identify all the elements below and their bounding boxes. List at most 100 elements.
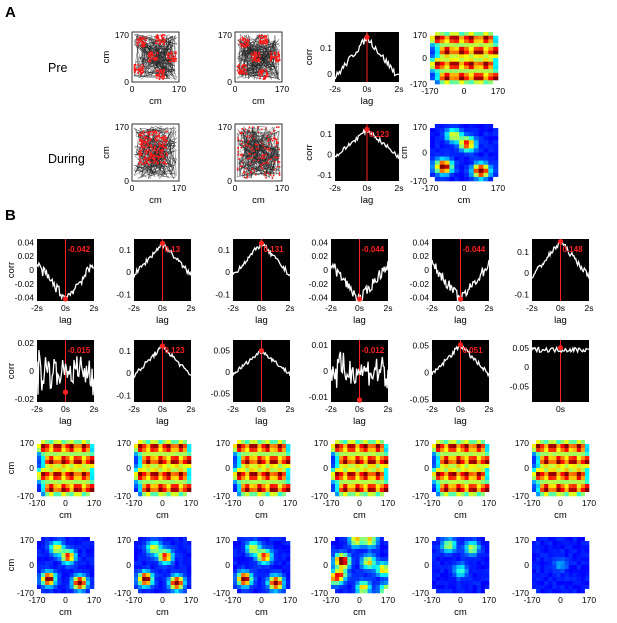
spike-point (160, 151, 163, 154)
heatmap-cell (454, 144, 460, 149)
heatmap-cell (476, 448, 482, 453)
heatmap-cell (150, 456, 155, 461)
heatmap-cell (146, 444, 151, 449)
heatmap-cell (383, 557, 389, 562)
heatmap-cell (584, 589, 590, 594)
heatmap-cell (359, 577, 364, 582)
heatmap-cell (436, 456, 441, 461)
heatmap-cell (69, 577, 74, 582)
heatmap-cell (182, 472, 188, 477)
heatmap-cell (472, 452, 478, 457)
heatmap-cell (339, 444, 344, 449)
heatmap-cell (45, 464, 50, 469)
heatmap-cell (448, 464, 453, 469)
heatmap-cell (265, 468, 270, 473)
heatmap-cell (343, 553, 348, 558)
heatmap-cell (89, 476, 95, 481)
heatmap-cell (150, 488, 155, 493)
heatmap-cell (440, 476, 445, 481)
heatmap-cell (253, 565, 258, 570)
heatmap-cell (536, 569, 541, 574)
heatmap-cell (432, 480, 437, 485)
heatmap-cell (452, 476, 457, 481)
heatmap-cell (560, 537, 565, 542)
heatmap-cell (452, 585, 457, 590)
heatmap-cell (430, 156, 436, 161)
heatmap-cell (568, 569, 574, 574)
heatmap-cell (253, 553, 258, 558)
spike-point (142, 65, 145, 68)
heatmap-cell (363, 440, 368, 445)
heatmap-cell (439, 58, 445, 63)
spike-point (258, 34, 261, 37)
spike-point (136, 44, 139, 47)
heatmap-cell (473, 54, 479, 59)
heatmap-cell (257, 573, 262, 578)
heatmap-cell (460, 561, 465, 566)
heatmap-cell (142, 549, 147, 554)
heatmap-cell (459, 69, 465, 74)
y-axis-label: cm (101, 146, 112, 159)
heatmap-cell (261, 561, 266, 566)
spike-point (251, 60, 254, 63)
heatmap-cell (150, 541, 155, 546)
heatmap-cell (174, 472, 180, 477)
heatmap-cell (430, 124, 436, 129)
heatmap-cell (174, 573, 180, 578)
spike-point (261, 36, 264, 39)
heatmap-cell (371, 545, 377, 550)
heatmap-cell (245, 488, 250, 493)
y-tick-label: -0.1 (116, 390, 131, 400)
heatmap-cell (351, 452, 356, 457)
heatmap-cell (472, 480, 478, 485)
spike-point (246, 38, 249, 41)
heatmap-cell (548, 553, 553, 558)
heatmap-cell (134, 549, 139, 554)
spike-point (262, 78, 265, 80)
heatmap-cell (430, 164, 436, 170)
spike-point (148, 137, 151, 140)
heatmap-cell (277, 561, 283, 566)
heatmap-cell (186, 557, 192, 562)
heatmap-cell (178, 452, 184, 457)
heatmap-cell (536, 581, 541, 586)
heatmap-cell (281, 476, 287, 481)
heatmap-cell (448, 444, 453, 449)
heatmap-cell (473, 156, 479, 161)
heatmap-cell (478, 140, 484, 145)
heatmap-cell (245, 561, 250, 566)
heatmap-cell (269, 440, 275, 445)
heatmap-cell (245, 472, 250, 477)
heatmap-cell (580, 581, 586, 586)
heatmap-cell (241, 480, 246, 485)
heatmap-cell (556, 452, 561, 457)
heatmap-cell (249, 492, 254, 497)
heatmap-cell (576, 549, 582, 554)
heatmap-cell (478, 168, 484, 174)
heatmap-cell (472, 561, 478, 566)
heatmap-cell (269, 448, 275, 453)
heatmap-cell (444, 54, 450, 59)
heatmap-cell (456, 456, 461, 461)
heatmap-cell (351, 488, 356, 493)
heatmap-cell (355, 557, 360, 562)
spike-point (143, 157, 146, 160)
heatmap-cell (484, 549, 490, 554)
heatmap-cell (444, 541, 449, 546)
heatmap-cell (556, 553, 561, 558)
heatmap-cell (468, 448, 474, 453)
heatmap-cell (146, 440, 151, 445)
heatmap-cell (261, 456, 266, 461)
heatmap-cell (572, 444, 578, 449)
spike-point (146, 140, 149, 143)
heatmap-cell (459, 32, 465, 37)
heatmap-cell (146, 472, 151, 477)
heatmap-cell (138, 444, 143, 449)
spike-point (253, 153, 256, 156)
y-axis-label: corr (6, 363, 17, 379)
heatmap-cell (269, 488, 275, 493)
heatmap-cell (383, 549, 389, 554)
x-tick-label: 0s (158, 303, 167, 313)
heatmap-cell (81, 492, 87, 497)
